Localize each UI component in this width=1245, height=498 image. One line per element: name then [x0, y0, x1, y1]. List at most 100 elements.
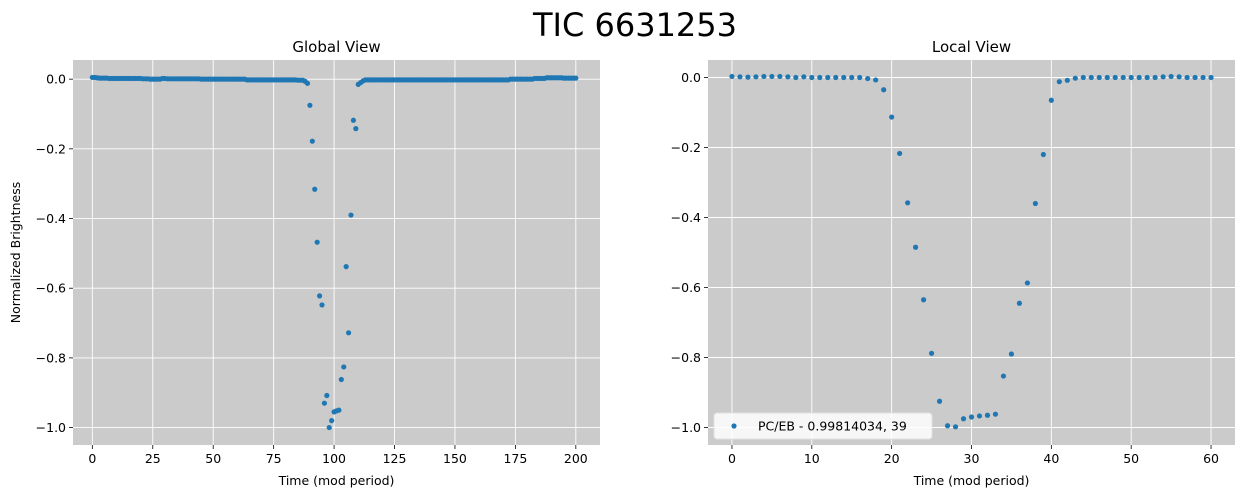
global-view-data-point [321, 400, 328, 406]
global-view-panel: 0 25 50 75 100 125 150 175 200 0.0 −0.2 −0.4 −0.6 −0… [8, 38, 600, 488]
local-view-data-point [1136, 74, 1142, 81]
global-view-data-point [314, 239, 320, 245]
local-view-data-point [889, 114, 895, 120]
local-view-data-point [960, 416, 967, 422]
local-view-x-label: Time (mod period) [913, 473, 1030, 488]
local-view-data-point [817, 74, 823, 81]
global-view-data-point [304, 80, 311, 86]
local-view-x-tick-label: 50 [1123, 451, 1139, 466]
local-view-data-point [1152, 74, 1158, 81]
figure-title: TIC 6631253 [532, 6, 737, 44]
local-view-data-point [1168, 73, 1174, 80]
global-view-data-point [350, 117, 357, 123]
global-view-x-axis: 0 25 50 75 100 125 150 175 200 [88, 445, 588, 466]
global-view-y-tick-label: −0.6 [36, 281, 66, 296]
global-view-data-point [336, 407, 342, 413]
local-view-x-tick-label: 20 [884, 451, 900, 466]
global-view-data-point [312, 186, 318, 192]
local-view-data-point [1040, 151, 1046, 158]
local-view-data-point [1000, 373, 1007, 379]
local-view-data-point [1128, 74, 1134, 81]
local-view-points [729, 73, 1214, 430]
local-view-data-point [777, 73, 783, 80]
local-view-data-point [1056, 79, 1062, 85]
global-view-y-tick-label: −0.2 [36, 141, 66, 156]
local-view-data-point [1096, 74, 1102, 81]
global-view-data-point [353, 126, 359, 132]
local-view-data-point [857, 74, 863, 81]
local-view-data-point [1016, 300, 1023, 306]
local-view-data-point [1176, 74, 1182, 80]
global-view-y-tick-label: −1.0 [36, 420, 66, 435]
local-view-data-point [944, 423, 951, 429]
global-view-data-point [573, 75, 579, 81]
local-view-data-point [968, 414, 975, 420]
local-view-data-point [1112, 74, 1118, 81]
local-view-data-point [1208, 74, 1214, 81]
local-view-data-point [1080, 74, 1086, 81]
local-view-y-tick-label: −0.4 [671, 210, 701, 225]
local-view-data-point [1032, 200, 1038, 207]
local-view-title: Local View [932, 38, 1011, 56]
local-view-data-point [952, 424, 959, 430]
global-view-x-tick-label: 175 [503, 451, 527, 466]
global-view-data-point [345, 330, 352, 336]
local-view-y-tick-label: −0.2 [671, 140, 701, 155]
global-view-y-tick-label: 0.0 [46, 72, 66, 87]
local-view-data-point [745, 74, 751, 80]
local-view-y-tick-label: 0.0 [681, 70, 701, 85]
local-view-y-axis: 0.0 −0.2 −0.4 −0.6 −0.8 −1.0 [671, 70, 708, 435]
global-view-y-tick-label: −0.8 [36, 350, 66, 365]
global-view-data-point [341, 364, 347, 370]
local-view-data-point [849, 74, 855, 81]
local-view-data-point [865, 75, 871, 82]
global-view-data-point [348, 212, 354, 218]
local-view-y-tick-label: −0.8 [671, 350, 701, 365]
local-view-data-point [793, 74, 799, 81]
global-view-data-point [316, 293, 323, 299]
local-view-data-point [1120, 74, 1126, 81]
local-view-data-point [897, 150, 903, 157]
local-view-data-point [729, 73, 735, 80]
local-view-data-point [1200, 74, 1206, 81]
local-view-data-point [928, 350, 935, 356]
global-view-data-point [307, 102, 313, 108]
local-view-data-point [1064, 77, 1070, 83]
local-view-legend: PC/EB - 0.99814034, 39 [713, 412, 933, 440]
local-view-data-point [753, 74, 759, 80]
global-view-y-label: Normalized Brightness [8, 182, 23, 323]
global-view-x-tick-label: 150 [443, 451, 467, 466]
legend-label: PC/EB - 0.99814034, 39 [758, 419, 907, 434]
local-view-data-point [769, 73, 775, 80]
local-view-x-tick-label: 30 [964, 451, 980, 466]
local-view-x-tick-label: 60 [1203, 451, 1219, 466]
global-view-y-axis: 0.0 −0.2 −0.4 −0.6 −0.8 −1.0 [36, 72, 73, 435]
local-view-data-point [841, 74, 847, 81]
local-view-x-tick-label: 0 [728, 451, 736, 466]
global-view-x-tick-label: 0 [88, 451, 96, 466]
local-view-data-point [1088, 74, 1094, 81]
global-view-data-point [338, 376, 344, 383]
global-view-data-point [319, 302, 325, 308]
local-view-panel: 0 10 20 30 40 50 60 0.0 −0.2 −0.4 −0.6 −0.8 −1.0 Lo… [671, 38, 1235, 488]
global-view-data-point [326, 424, 332, 431]
local-view-data-point [936, 398, 943, 404]
global-view-grid [73, 60, 600, 445]
local-view-data-point [1192, 74, 1198, 81]
local-view-data-point [737, 74, 743, 80]
local-view-data-point [984, 412, 991, 418]
local-view-data-point [881, 87, 887, 93]
global-view-points [89, 74, 579, 431]
local-view-data-point [1008, 351, 1015, 357]
global-view-x-tick-label: 200 [564, 451, 588, 466]
local-view-data-point [1048, 97, 1054, 103]
local-view-data-point [873, 77, 879, 83]
local-view-data-point [761, 73, 767, 80]
local-view-data-point [785, 74, 791, 80]
local-view-data-point [920, 297, 927, 303]
legend-box [713, 412, 933, 440]
global-view-data-point [324, 392, 330, 399]
local-view-data-point [976, 413, 983, 419]
local-view-data-point [992, 411, 999, 417]
